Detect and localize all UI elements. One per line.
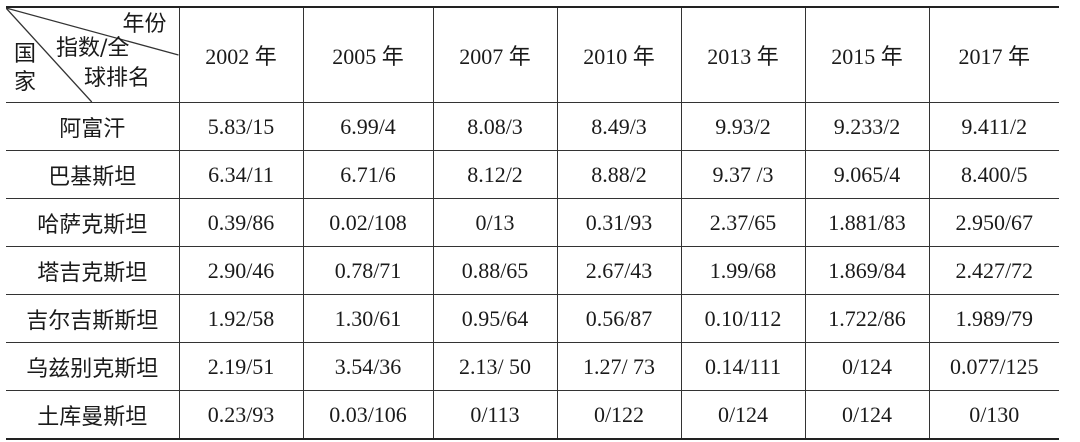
year-header-2013: 2013 年 (680, 6, 806, 103)
corner-index-label: 指数/全 (56, 36, 130, 61)
value-cell: 1.27/ 73 (556, 342, 682, 391)
country-cell: 巴基斯坦 (6, 150, 180, 199)
country-cell: 吉尔吉斯斯坦 (6, 294, 180, 343)
header-row: 年份 指数/全 球排名 国 家 2002 年 2005 年 2007 年 201… (6, 6, 1059, 103)
value-cell: 0/124 (804, 390, 930, 440)
value-cell: 0/130 (928, 390, 1059, 440)
value-cell: 2.67/43 (556, 246, 682, 295)
value-cell: 6.71/6 (302, 150, 434, 199)
value-cell: 6.34/11 (178, 150, 304, 199)
country-cell: 哈萨克斯坦 (6, 198, 180, 247)
corner-rank-label: 球排名 (84, 66, 151, 91)
terrorism-index-table: 年份 指数/全 球排名 国 家 2002 年 2005 年 2007 年 201… (6, 6, 1059, 440)
value-cell: 0.39/86 (178, 198, 304, 247)
corner-country-label-2: 家 (14, 70, 37, 95)
value-cell: 0.02/108 (302, 198, 434, 247)
value-cell: 9.37 /3 (680, 150, 806, 199)
year-header-2017: 2017 年 (928, 6, 1059, 103)
value-cell: 2.950/67 (928, 198, 1059, 247)
corner-header-cell: 年份 指数/全 球排名 国 家 (6, 6, 180, 103)
value-cell: 8.08/3 (432, 102, 558, 151)
country-cell: 土库曼斯坦 (6, 390, 180, 440)
value-cell: 0.03/106 (302, 390, 434, 440)
value-cell: 0/124 (680, 390, 806, 440)
value-cell: 0.10/112 (680, 294, 806, 343)
value-cell: 0.23/93 (178, 390, 304, 440)
value-cell: 8.12/2 (432, 150, 558, 199)
value-cell: 1.869/84 (804, 246, 930, 295)
value-cell: 2.90/46 (178, 246, 304, 295)
year-header-2007: 2007 年 (432, 6, 558, 103)
year-header-2005: 2005 年 (302, 6, 434, 103)
year-header-2010: 2010 年 (556, 6, 682, 103)
value-cell: 2.13/ 50 (432, 342, 558, 391)
value-cell: 0.95/64 (432, 294, 558, 343)
value-cell: 0/13 (432, 198, 558, 247)
table-row: 哈萨克斯坦 0.39/86 0.02/108 0/13 0.31/93 2.37… (6, 198, 1059, 247)
table-row: 塔吉克斯坦 2.90/46 0.78/71 0.88/65 2.67/43 1.… (6, 246, 1059, 295)
value-cell: 5.83/15 (178, 102, 304, 151)
value-cell: 3.54/36 (302, 342, 434, 391)
value-cell: 1.92/58 (178, 294, 304, 343)
value-cell: 8.400/5 (928, 150, 1059, 199)
table-row: 乌兹别克斯坦 2.19/51 3.54/36 2.13/ 50 1.27/ 73… (6, 342, 1059, 391)
value-cell: 0.56/87 (556, 294, 682, 343)
country-cell: 乌兹别克斯坦 (6, 342, 180, 391)
value-cell: 9.93/2 (680, 102, 806, 151)
country-cell: 阿富汗 (6, 102, 180, 151)
value-cell: 0.14/111 (680, 342, 806, 391)
value-cell: 2.19/51 (178, 342, 304, 391)
value-cell: 0.78/71 (302, 246, 434, 295)
value-cell: 2.37/65 (680, 198, 806, 247)
value-cell: 0.077/125 (928, 342, 1059, 391)
value-cell: 1.30/61 (302, 294, 434, 343)
value-cell: 1.722/86 (804, 294, 930, 343)
value-cell: 0/124 (804, 342, 930, 391)
year-header-2015: 2015 年 (804, 6, 930, 103)
value-cell: 0.31/93 (556, 198, 682, 247)
value-cell: 0/122 (556, 390, 682, 440)
table-row: 土库曼斯坦 0.23/93 0.03/106 0/113 0/122 0/124… (6, 390, 1059, 440)
table-row: 巴基斯坦 6.34/11 6.71/6 8.12/2 8.88/2 9.37 /… (6, 150, 1059, 199)
year-header-2002: 2002 年 (178, 6, 304, 103)
value-cell: 9.411/2 (928, 102, 1059, 151)
corner-diagonal-lines (6, 8, 178, 102)
value-cell: 1.989/79 (928, 294, 1059, 343)
value-cell: 0/113 (432, 390, 558, 440)
value-cell: 8.49/3 (556, 102, 682, 151)
country-cell: 塔吉克斯坦 (6, 246, 180, 295)
corner-country-label-1: 国 (14, 42, 37, 67)
table-row: 吉尔吉斯斯坦 1.92/58 1.30/61 0.95/64 0.56/87 0… (6, 294, 1059, 343)
corner-year-label: 年份 (122, 12, 167, 37)
value-cell: 2.427/72 (928, 246, 1059, 295)
value-cell: 9.065/4 (804, 150, 930, 199)
value-cell: 6.99/4 (302, 102, 434, 151)
value-cell: 8.88/2 (556, 150, 682, 199)
value-cell: 1.99/68 (680, 246, 806, 295)
value-cell: 1.881/83 (804, 198, 930, 247)
table-row: 阿富汗 5.83/15 6.99/4 8.08/3 8.49/3 9.93/2 … (6, 102, 1059, 151)
value-cell: 9.233/2 (804, 102, 930, 151)
value-cell: 0.88/65 (432, 246, 558, 295)
